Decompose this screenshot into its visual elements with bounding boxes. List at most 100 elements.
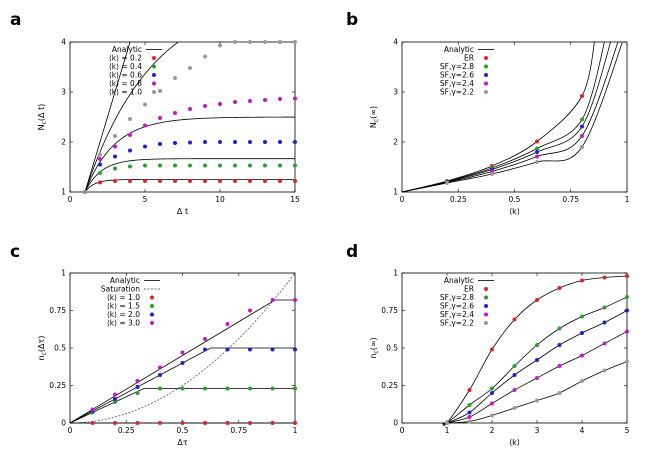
y-tick-label: 1	[61, 188, 66, 197]
data-point	[445, 181, 449, 185]
panel-letter-a: a	[10, 10, 21, 30]
data-point	[188, 179, 192, 183]
analytic-curve	[402, 42, 619, 192]
legend-title: Analytic	[110, 276, 140, 285]
legend-marker	[484, 56, 488, 60]
y-axis-label: nc(∞)	[369, 337, 380, 358]
data-point	[188, 66, 192, 70]
data-point	[233, 163, 237, 168]
data-point	[98, 157, 102, 161]
x-axis-label: ⟨k⟩	[509, 438, 520, 447]
data-point	[173, 179, 177, 183]
analytic-curve	[442, 310, 628, 425]
y-tick-label: 0.25	[49, 381, 66, 390]
data-point	[188, 140, 192, 145]
x-tick-label: 0.5	[509, 195, 521, 204]
y-axis-label: nc(Δτ)	[37, 336, 48, 361]
data-point	[293, 347, 297, 352]
legend-entry: ⟨k⟩ = 3.0	[107, 319, 140, 328]
data-point	[113, 179, 117, 183]
legend-entry: SF,γ=2.8	[440, 62, 474, 71]
data-point	[490, 347, 494, 352]
data-point	[98, 152, 102, 157]
x-tick-label: 5	[143, 195, 148, 204]
legend-entry: SF,γ=2.6	[440, 302, 474, 311]
data-point	[270, 386, 275, 391]
legend-marker	[152, 81, 156, 86]
data-point	[580, 117, 584, 122]
y-tick-label: 0	[61, 419, 66, 428]
y-tick-label: 1	[393, 269, 398, 278]
data-point	[248, 308, 252, 313]
data-point	[270, 298, 275, 302]
x-axis-label: ⟨k⟩	[509, 207, 520, 216]
data-point	[293, 40, 297, 44]
data-point	[278, 97, 282, 101]
data-point	[625, 295, 629, 299]
legend-marker	[150, 312, 154, 317]
data-point	[128, 148, 132, 153]
data-point	[248, 99, 252, 103]
data-point	[203, 104, 207, 108]
data-point	[98, 180, 102, 185]
data-point	[248, 140, 252, 144]
data-point	[158, 142, 162, 146]
legend-marker	[484, 90, 488, 94]
y-tick-label: 0.5	[386, 344, 398, 353]
data-point	[557, 343, 562, 347]
data-point	[490, 172, 494, 176]
y-tick-label: 0	[393, 419, 398, 428]
x-tick-label: 0	[68, 195, 73, 204]
data-point	[602, 275, 607, 280]
data-point	[293, 163, 297, 168]
data-point	[203, 347, 207, 352]
data-point	[293, 298, 297, 302]
x-axis-label: Δτ	[177, 438, 187, 447]
x-tick-label: 0.75	[230, 426, 247, 435]
data-point	[625, 274, 629, 278]
data-point	[512, 388, 517, 392]
y-tick-label: 3	[393, 88, 398, 97]
x-tick-label: 10	[215, 195, 225, 204]
analytic-curve	[84, 116, 295, 193]
legend-marker	[150, 321, 154, 325]
y-axis-label: Nc(Δ t)	[37, 104, 48, 131]
data-point	[135, 421, 140, 425]
legend: Analytic⟨k⟩ = 0.2⟨k⟩ = 0.4⟨k⟩ = 0.6⟨k⟩ =…	[109, 45, 162, 97]
y-tick-label: 3	[61, 88, 66, 97]
x-tick-label: 1	[625, 195, 630, 204]
data-point	[535, 139, 539, 144]
data-point	[270, 347, 275, 352]
data-point	[248, 40, 252, 44]
data-point	[218, 163, 222, 168]
data-point	[233, 40, 237, 44]
analytic-curve	[84, 41, 179, 193]
data-point	[203, 386, 207, 391]
analytic-curve	[442, 331, 628, 424]
data-point	[535, 398, 539, 403]
data-point	[580, 145, 584, 149]
data-point	[535, 146, 539, 151]
y-tick-label: 0.75	[381, 306, 398, 315]
data-point	[580, 124, 584, 129]
legend-marker	[484, 295, 488, 300]
legend-title: Analytic	[112, 45, 142, 54]
x-tick-label: 3	[535, 426, 540, 435]
y-tick-label: 0.75	[49, 306, 66, 315]
data-point	[445, 421, 449, 425]
data-point	[233, 179, 237, 183]
data-point	[580, 379, 584, 383]
legend-entry: ER	[464, 285, 474, 294]
analytic-curve	[442, 275, 628, 426]
data-point	[625, 308, 629, 313]
legend-entry: ⟨k⟩ = 1.0	[109, 88, 142, 97]
legend-marker	[484, 73, 488, 77]
data-point	[263, 179, 267, 183]
data-point	[512, 317, 517, 322]
data-point	[602, 368, 607, 373]
data-point	[580, 134, 584, 138]
data-point	[248, 179, 252, 183]
data-point	[135, 391, 140, 395]
x-tick-label: 1	[293, 426, 298, 435]
panel-c: 0 0.25 0.5 0.75 1 0 0.25 0.5 0.75 1 Δτ nc(Δτ) Analyt…	[37, 269, 298, 448]
